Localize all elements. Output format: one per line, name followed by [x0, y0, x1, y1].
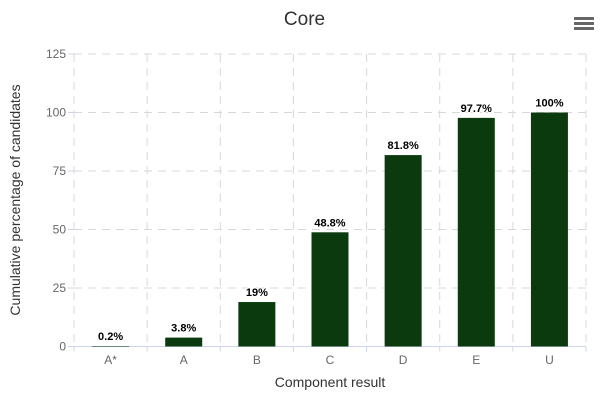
data-label: 3.8% — [171, 323, 196, 335]
x-axis-category-label: D — [399, 353, 408, 367]
x-axis-title: Component result — [274, 374, 386, 390]
y-axis-tick-label: 25 — [53, 281, 67, 295]
y-axis-tick-label: 100 — [46, 106, 66, 120]
data-label: 100% — [535, 98, 563, 110]
data-label: 0.2% — [98, 331, 123, 343]
data-label: 81.8% — [388, 140, 419, 152]
chart-title: Core — [283, 9, 326, 30]
bar-A*[interactable] — [92, 346, 130, 347]
bar-E[interactable] — [457, 117, 495, 347]
x-axis-category-label: B — [253, 353, 261, 367]
bar-U[interactable] — [530, 112, 568, 347]
hamburger-icon — [574, 26, 594, 30]
bar-C[interactable] — [311, 232, 349, 347]
hamburger-icon — [574, 16, 594, 20]
y-axis-tick-label: 125 — [46, 47, 66, 61]
data-label: 19% — [246, 287, 268, 299]
x-axis-category-label: A* — [104, 353, 117, 367]
y-axis-tick-label: 50 — [53, 223, 67, 237]
x-axis-category-label: E — [472, 353, 480, 367]
chart-context-menu-button[interactable] — [572, 12, 596, 34]
data-label: 48.8% — [314, 217, 345, 229]
data-label: 97.7% — [461, 103, 492, 115]
y-axis-title: Cumulative percentage of candidates — [7, 84, 23, 316]
hamburger-icon — [574, 21, 594, 25]
bar-A[interactable] — [165, 337, 203, 347]
y-axis-tick-label: 75 — [53, 164, 67, 178]
bar-B[interactable] — [238, 302, 276, 347]
x-axis-category-label: C — [326, 353, 335, 367]
x-axis-category-label: U — [545, 353, 554, 367]
x-axis-category-label: A — [180, 353, 188, 367]
y-axis-tick-label: 0 — [59, 340, 66, 354]
bar-D[interactable] — [384, 155, 422, 347]
